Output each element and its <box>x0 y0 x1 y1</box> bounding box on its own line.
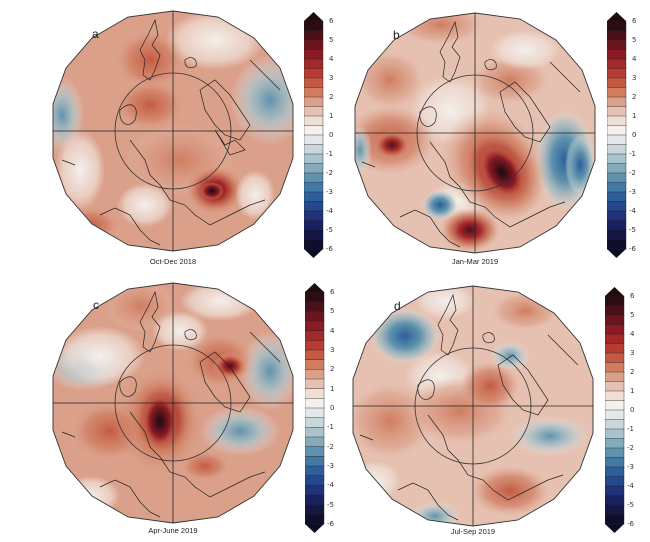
colorbar-tick-label: -3 <box>327 462 334 470</box>
colorbar-tick-label: 3 <box>632 74 637 82</box>
colorbar-tick-label: 1 <box>632 112 637 120</box>
coastlines-a <box>61 18 281 246</box>
colorbar-tick-label: -5 <box>629 226 636 234</box>
coastlines-d <box>359 293 579 521</box>
panel-d: d Jul-Sep 2019 <box>330 271 650 542</box>
colorbar-tick-label: -4 <box>627 482 634 490</box>
colorbar-tick-label: 2 <box>630 368 635 376</box>
colorbar-tick-label: -1 <box>327 423 334 432</box>
colorbar-tick-label: -4 <box>629 207 636 215</box>
colorbar-tick-label: -1 <box>326 150 333 158</box>
colorbar-tick-label: 5 <box>329 36 334 44</box>
colorbar-scale <box>607 12 627 258</box>
colorbar-tick-label: -5 <box>326 226 333 234</box>
colorbar-tick-label: 2 <box>330 365 335 374</box>
colorbar-tick-label: -1 <box>629 150 636 158</box>
colorbar-tick-label: -6 <box>629 245 636 253</box>
colorbar-tick-label: 4 <box>329 55 334 63</box>
colorbar-tick-label: 1 <box>329 112 334 120</box>
colorbar-tick-label: -2 <box>326 169 333 177</box>
colorbar-tick-label: 5 <box>630 311 635 319</box>
colorbar-tick-label: -5 <box>627 501 634 509</box>
map-a <box>52 10 294 252</box>
panel-a: a Oct-Dec 2018 <box>0 0 330 271</box>
map-c <box>52 282 294 524</box>
colorbar-a: 6 5 4 3 2 1 0 -1 -2 -3 -4 -5 -6 <box>304 12 344 258</box>
colorbar-tick-label: 4 <box>632 55 637 63</box>
colorbar-scale <box>304 12 324 258</box>
colorbar-tick-label: 0 <box>329 131 334 139</box>
panel-caption-c: Apr-June 2019 <box>148 526 198 535</box>
colorbar-tick-label: -6 <box>326 245 333 253</box>
colorbar-tick-label: 1 <box>630 387 635 395</box>
colorbar-tick-label: -5 <box>327 500 334 509</box>
panel-label-c: c <box>93 298 99 312</box>
colorbar-tick-label: -3 <box>629 188 636 196</box>
colorbar-tick-label: 5 <box>330 307 335 316</box>
colorbar-tick-label: 4 <box>330 326 335 335</box>
map-d <box>352 285 594 527</box>
colorbar-d: 6 5 4 3 2 1 0 -1 -2 -3 -4 -5 -6 <box>605 287 645 533</box>
map-b <box>354 12 596 254</box>
colorbar-tick-label: -2 <box>327 442 334 451</box>
colorbar-tick-label: 3 <box>329 74 334 82</box>
colorbar-tick-label: 6 <box>330 288 335 296</box>
panel-label-b: b <box>393 28 400 42</box>
colorbar-tick-label: 2 <box>632 93 637 101</box>
coastlines-b <box>361 20 581 248</box>
colorbar-b: 6 5 4 3 2 1 0 -1 -2 -3 -4 -5 -6 <box>607 12 647 258</box>
panel-c: c Apr-June 2019 <box>0 271 330 542</box>
colorbar-tick-label: 1 <box>330 384 335 393</box>
colorbar-tick-label: 4 <box>630 330 635 338</box>
colorbar-tick-label: 3 <box>330 346 335 354</box>
colorbar-tick-label: -1 <box>627 425 634 433</box>
colorbar-tick-label: -3 <box>627 463 634 471</box>
panel-label-a: a <box>92 27 99 41</box>
colorbar-tick-label: 5 <box>632 36 637 44</box>
panel-b: b Jan-Mar 2019 <box>330 0 650 271</box>
colorbar-tick-label: -3 <box>326 188 333 196</box>
colorbar-scale <box>305 283 325 533</box>
colorbar-tick-label: -2 <box>629 169 636 177</box>
colorbar-tick-label: 3 <box>630 349 635 357</box>
panel-label-d: d <box>394 299 401 313</box>
colorbar-tick-label: 6 <box>632 17 637 25</box>
panel-caption-d: Jul-Sep 2019 <box>450 527 496 536</box>
panel-caption-a: Oct-Dec 2018 <box>149 257 197 266</box>
colorbar-tick-label: -4 <box>327 481 334 490</box>
colorbar-c: 6 5 4 3 2 1 0 -1 -2 -3 -4 -5 -6 <box>305 283 345 533</box>
colorbar-tick-label: -2 <box>627 444 634 452</box>
panel-caption-b: Jan-Mar 2019 <box>451 257 499 266</box>
colorbar-tick-label: 0 <box>630 406 635 414</box>
colorbar-tick-label: -6 <box>327 520 334 528</box>
colorbar-tick-label: 2 <box>329 93 334 101</box>
colorbar-tick-label: 0 <box>330 404 335 412</box>
colorbar-tick-label: 6 <box>329 17 334 25</box>
colorbar-tick-label: 6 <box>630 292 635 300</box>
colorbar-scale <box>605 287 625 533</box>
colorbar-tick-label: -6 <box>627 520 634 528</box>
coastlines-c <box>61 290 281 518</box>
colorbar-tick-label: -4 <box>326 207 333 215</box>
colorbar-tick-label: 0 <box>632 131 637 139</box>
